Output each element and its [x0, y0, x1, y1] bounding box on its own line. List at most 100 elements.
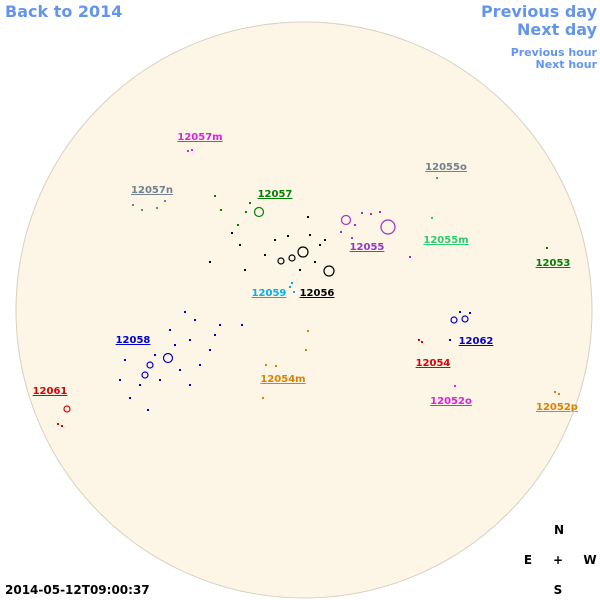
- sunspot: [461, 315, 469, 323]
- sunspot: [454, 385, 456, 387]
- region-label[interactable]: 12052p: [536, 402, 578, 413]
- sunspot: [249, 202, 251, 204]
- region-label[interactable]: 12054m: [260, 374, 305, 385]
- sunspot: [159, 379, 161, 381]
- region-label[interactable]: 12052o: [430, 396, 472, 407]
- sunspot: [459, 311, 461, 313]
- sunspot: [245, 211, 247, 213]
- sunspot: [63, 405, 71, 413]
- sunspot: [431, 217, 433, 219]
- sunspot: [239, 244, 241, 246]
- sunspot: [323, 265, 335, 277]
- sunspot: [169, 329, 171, 331]
- sunspot: [293, 291, 295, 293]
- sunspot: [291, 282, 293, 284]
- region-label[interactable]: 12056: [300, 288, 335, 299]
- sunspot: [379, 211, 381, 213]
- region-label[interactable]: 12055: [350, 242, 385, 253]
- region-label[interactable]: 12055m: [423, 235, 468, 246]
- sunspot: [174, 344, 176, 346]
- sunspot: [179, 369, 181, 371]
- sunspot: [124, 359, 126, 361]
- sunspot: [546, 247, 548, 249]
- sunspot: [340, 214, 352, 226]
- next-hour-link[interactable]: Next hour: [536, 58, 598, 71]
- sunspot: [241, 324, 243, 326]
- sunspot: [289, 286, 291, 288]
- sunspot: [314, 261, 316, 263]
- sunspot: [351, 237, 353, 239]
- sunspot: [340, 231, 342, 233]
- region-label[interactable]: 12053: [536, 258, 571, 269]
- sunspot: [184, 311, 186, 313]
- sunspot: [309, 234, 311, 236]
- sunspot: [191, 149, 193, 151]
- sunspot: [162, 352, 174, 364]
- sunspot: [219, 324, 221, 326]
- sunspot: [436, 177, 438, 179]
- sunspot: [199, 364, 201, 366]
- region-label[interactable]: 12057: [258, 189, 293, 200]
- sunspot: [146, 361, 154, 369]
- sunspot: [324, 239, 326, 241]
- previous-day-link[interactable]: Previous day: [481, 2, 598, 21]
- sunspot: [189, 339, 191, 341]
- timestamp: 2014-05-12T09:00:37: [5, 583, 150, 597]
- region-label[interactable]: 12058: [116, 335, 151, 346]
- sunspot: [61, 425, 63, 427]
- sunspot: [129, 397, 131, 399]
- sunspot: [319, 244, 321, 246]
- sunspot: [370, 213, 372, 215]
- sunspot: [156, 207, 158, 209]
- sunspot: [554, 391, 556, 393]
- region-label[interactable]: 12055o: [425, 162, 467, 173]
- sunspot: [307, 330, 309, 332]
- region-label[interactable]: 12054: [416, 358, 451, 369]
- sunspot: [220, 209, 222, 211]
- sunspot: [147, 409, 149, 411]
- sunspot: [244, 269, 246, 271]
- sunspot: [253, 206, 265, 218]
- sunspot: [264, 254, 266, 256]
- previous-hour-link[interactable]: Previous hour: [511, 46, 598, 59]
- sunspot: [265, 364, 267, 366]
- sunspot: [469, 312, 471, 314]
- sunspot: [139, 384, 141, 386]
- sunspot: [274, 239, 276, 241]
- sunspot: [209, 261, 211, 263]
- sunspot: [141, 209, 143, 211]
- sunspot: [187, 150, 189, 152]
- region-label[interactable]: 12057n: [131, 185, 173, 196]
- compass-west: W: [583, 553, 596, 567]
- sunspot: [450, 316, 458, 324]
- sunspot: [214, 334, 216, 336]
- region-label[interactable]: 12061: [33, 386, 68, 397]
- region-label[interactable]: 12062: [459, 336, 494, 347]
- compass-east: E: [524, 553, 532, 567]
- sunspot: [164, 200, 166, 202]
- sunspot: [132, 204, 134, 206]
- region-label[interactable]: 12057m: [177, 132, 222, 143]
- sunspot: [297, 246, 309, 258]
- sunspot: [558, 393, 560, 395]
- sunspot: [154, 354, 156, 356]
- sunspot: [275, 365, 277, 367]
- sunspot: [409, 256, 411, 258]
- sunspot: [361, 212, 363, 214]
- compass-center: +: [553, 553, 563, 567]
- back-link[interactable]: Back to 2014: [5, 2, 122, 21]
- sunspot: [305, 349, 307, 351]
- sunspot: [277, 257, 285, 265]
- sunspot: [380, 219, 396, 235]
- sunspot: [287, 235, 289, 237]
- compass-north: N: [554, 523, 564, 537]
- sunspot: [194, 319, 196, 321]
- sunspot: [449, 339, 451, 341]
- sunspot: [231, 232, 233, 234]
- next-day-link[interactable]: Next day: [517, 20, 598, 39]
- sunspot: [57, 423, 59, 425]
- sunspot: [307, 216, 309, 218]
- sunspot: [421, 341, 423, 343]
- region-label[interactable]: 12059: [252, 288, 287, 299]
